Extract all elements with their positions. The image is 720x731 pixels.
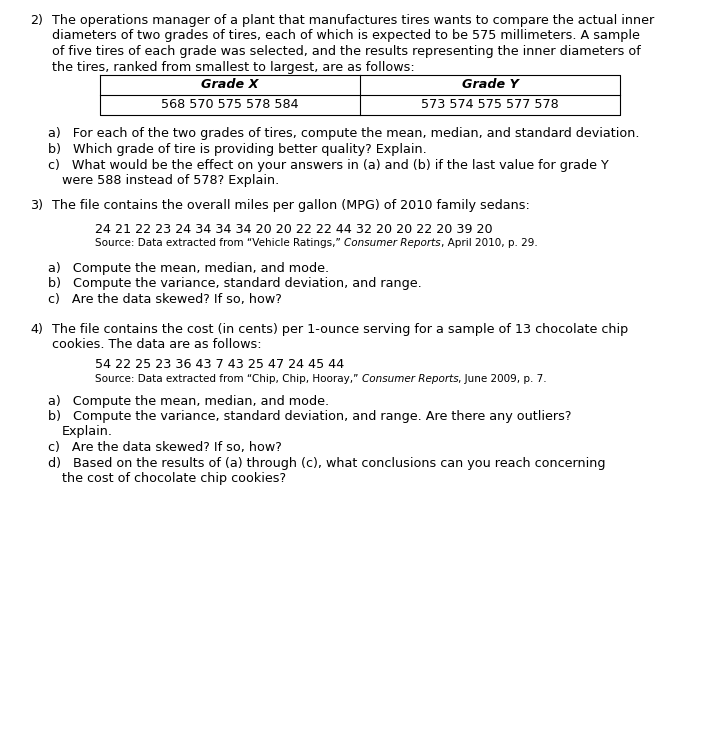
Text: Source: Data extracted from “Vehicle Ratings,”: Source: Data extracted from “Vehicle Rat…: [95, 238, 344, 249]
Text: c)   What would be the effect on your answers in (a) and (b) if the last value f: c) What would be the effect on your answ…: [48, 159, 608, 172]
Text: , June 2009, p. 7.: , June 2009, p. 7.: [458, 374, 547, 384]
Text: a)   Compute the mean, median, and mode.: a) Compute the mean, median, and mode.: [48, 395, 329, 407]
Text: a)   For each of the two grades of tires, compute the mean, median, and standard: a) For each of the two grades of tires, …: [48, 127, 639, 140]
Text: the cost of chocolate chip cookies?: the cost of chocolate chip cookies?: [62, 472, 286, 485]
Text: Consumer Reports: Consumer Reports: [344, 238, 441, 249]
Text: Grade X: Grade X: [202, 78, 258, 91]
Text: The operations manager of a plant that manufactures tires wants to compare the a: The operations manager of a plant that m…: [52, 14, 654, 27]
Text: d)   Based on the results of (a) through (c), what conclusions can you reach con: d) Based on the results of (a) through (…: [48, 456, 606, 469]
Text: were 588 instead of 578? Explain.: were 588 instead of 578? Explain.: [62, 174, 279, 187]
Text: b)   Which grade of tire is providing better quality? Explain.: b) Which grade of tire is providing bett…: [48, 143, 427, 156]
Text: Grade Y: Grade Y: [462, 78, 518, 91]
Text: Explain.: Explain.: [62, 425, 113, 439]
Text: b)   Compute the variance, standard deviation, and range. Are there any outliers: b) Compute the variance, standard deviat…: [48, 410, 572, 423]
Text: The file contains the cost (in cents) per 1-ounce serving for a sample of 13 cho: The file contains the cost (in cents) pe…: [52, 322, 629, 336]
Text: The file contains the overall miles per gallon (MPG) of 2010 family sedans:: The file contains the overall miles per …: [52, 200, 530, 213]
Text: a)   Compute the mean, median, and mode.: a) Compute the mean, median, and mode.: [48, 262, 329, 275]
Text: c)   Are the data skewed? If so, how?: c) Are the data skewed? If so, how?: [48, 293, 282, 306]
Text: 2): 2): [30, 14, 43, 27]
Text: b)   Compute the variance, standard deviation, and range.: b) Compute the variance, standard deviat…: [48, 278, 422, 290]
Text: , April 2010, p. 29.: , April 2010, p. 29.: [441, 238, 537, 249]
Text: cookies. The data are as follows:: cookies. The data are as follows:: [52, 338, 261, 351]
Text: 4): 4): [30, 322, 43, 336]
Text: c)   Are the data skewed? If so, how?: c) Are the data skewed? If so, how?: [48, 441, 282, 454]
Text: 24 21 22 23 24 34 34 34 20 20 22 22 44 32 20 20 22 20 39 20: 24 21 22 23 24 34 34 34 20 20 22 22 44 3…: [95, 223, 492, 236]
Text: 54 22 25 23 36 43 7 43 25 47 24 45 44: 54 22 25 23 36 43 7 43 25 47 24 45 44: [95, 358, 344, 371]
Text: 573 574 575 577 578: 573 574 575 577 578: [421, 98, 559, 111]
Text: diameters of two grades of tires, each of which is expected to be 575 millimeter: diameters of two grades of tires, each o…: [52, 29, 640, 42]
Text: Source: Data extracted from “Chip, Chip, Hooray,”: Source: Data extracted from “Chip, Chip,…: [95, 374, 361, 384]
Text: the tires, ranked from smallest to largest, are as follows:: the tires, ranked from smallest to large…: [52, 61, 415, 74]
Text: of five tires of each grade was selected, and the results representing the inner: of five tires of each grade was selected…: [52, 45, 641, 58]
Text: 3): 3): [30, 200, 43, 213]
Text: Consumer Reports: Consumer Reports: [361, 374, 458, 384]
Text: 568 570 575 578 584: 568 570 575 578 584: [161, 98, 299, 111]
